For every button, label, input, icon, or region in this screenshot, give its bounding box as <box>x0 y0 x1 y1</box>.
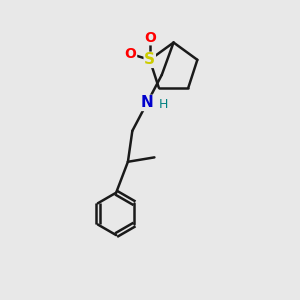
Text: N: N <box>141 95 153 110</box>
Text: O: O <box>125 47 136 61</box>
Text: H: H <box>159 98 168 111</box>
Text: S: S <box>144 52 155 67</box>
Text: O: O <box>144 31 156 45</box>
